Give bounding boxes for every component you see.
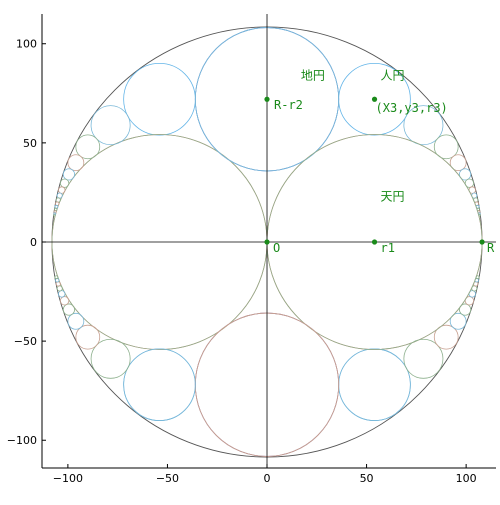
chain-left-2 — [67, 154, 85, 172]
chain-left-17 — [123, 348, 196, 421]
point-R-r2 — [264, 96, 270, 102]
chain-left-25 — [55, 281, 61, 287]
chain-right-3 — [338, 348, 411, 421]
x-tick-label: 50 — [360, 472, 374, 485]
chain-left-13 — [53, 214, 56, 217]
point-X3y3r3 — [371, 96, 378, 102]
point-label-r1: r1 — [381, 241, 395, 255]
chain-left-5 — [58, 186, 66, 194]
chain-left-1 — [75, 134, 101, 160]
chain-right-7 — [459, 303, 472, 316]
chain-left-23 — [58, 290, 66, 298]
x-tick-label: 100 — [456, 472, 477, 485]
x-tick-label: −100 — [53, 472, 83, 485]
chain-right-16 — [449, 154, 467, 172]
x-tick-label: 0 — [264, 472, 271, 485]
point-label-X3y3r3: (X3,y3,r3) — [376, 101, 448, 115]
chain-left-18 — [90, 338, 131, 379]
point-O — [264, 239, 270, 245]
chain-right-15 — [433, 134, 459, 160]
point-r1 — [371, 239, 378, 245]
points-layer — [264, 96, 485, 245]
chain-left-6 — [56, 192, 63, 199]
chain-right-4 — [403, 338, 444, 379]
chain-right-14 — [403, 105, 444, 146]
point-label-O: O — [273, 241, 280, 255]
chain-right-5 — [433, 324, 459, 350]
circle-name-label-2: 天円 — [381, 189, 405, 203]
circle-name-label-1: 人円 — [381, 68, 405, 82]
y-tick-label: −100 — [7, 434, 37, 447]
chain-left-7 — [55, 197, 61, 203]
chain-left-27 — [54, 275, 59, 280]
point-R — [479, 239, 485, 245]
chain-right-17 — [459, 168, 472, 181]
chain-left-0 — [90, 105, 131, 146]
chain-right-8 — [464, 296, 475, 306]
chain-left-24 — [56, 285, 63, 292]
x-tick-label: −50 — [156, 472, 179, 485]
ren-circle-1 — [123, 63, 196, 136]
y-tick-label: 100 — [16, 38, 37, 51]
chain-left-22 — [59, 296, 70, 306]
chain-right-18 — [464, 178, 475, 188]
axes-layer: −100 −50 0 50 100 −100 −50 0 50 100 — [7, 14, 496, 485]
y-tick-label: 50 — [23, 137, 37, 150]
chain-right-6 — [449, 312, 467, 330]
chain-left-21 — [62, 303, 75, 316]
chain-left-20 — [67, 312, 85, 330]
chain-left-26 — [55, 278, 60, 283]
chain-left-3 — [62, 168, 75, 181]
point-label-R-r2: R-r2 — [274, 98, 303, 112]
chain-left-19 — [75, 324, 101, 350]
y-tick-label: 0 — [30, 236, 37, 249]
point-label-R: R — [487, 241, 495, 255]
chain-left-8 — [55, 201, 60, 206]
chain-left-4 — [59, 178, 70, 188]
y-tick-label: −50 — [14, 335, 37, 348]
circle-name-label-0: 地円 — [301, 68, 325, 82]
